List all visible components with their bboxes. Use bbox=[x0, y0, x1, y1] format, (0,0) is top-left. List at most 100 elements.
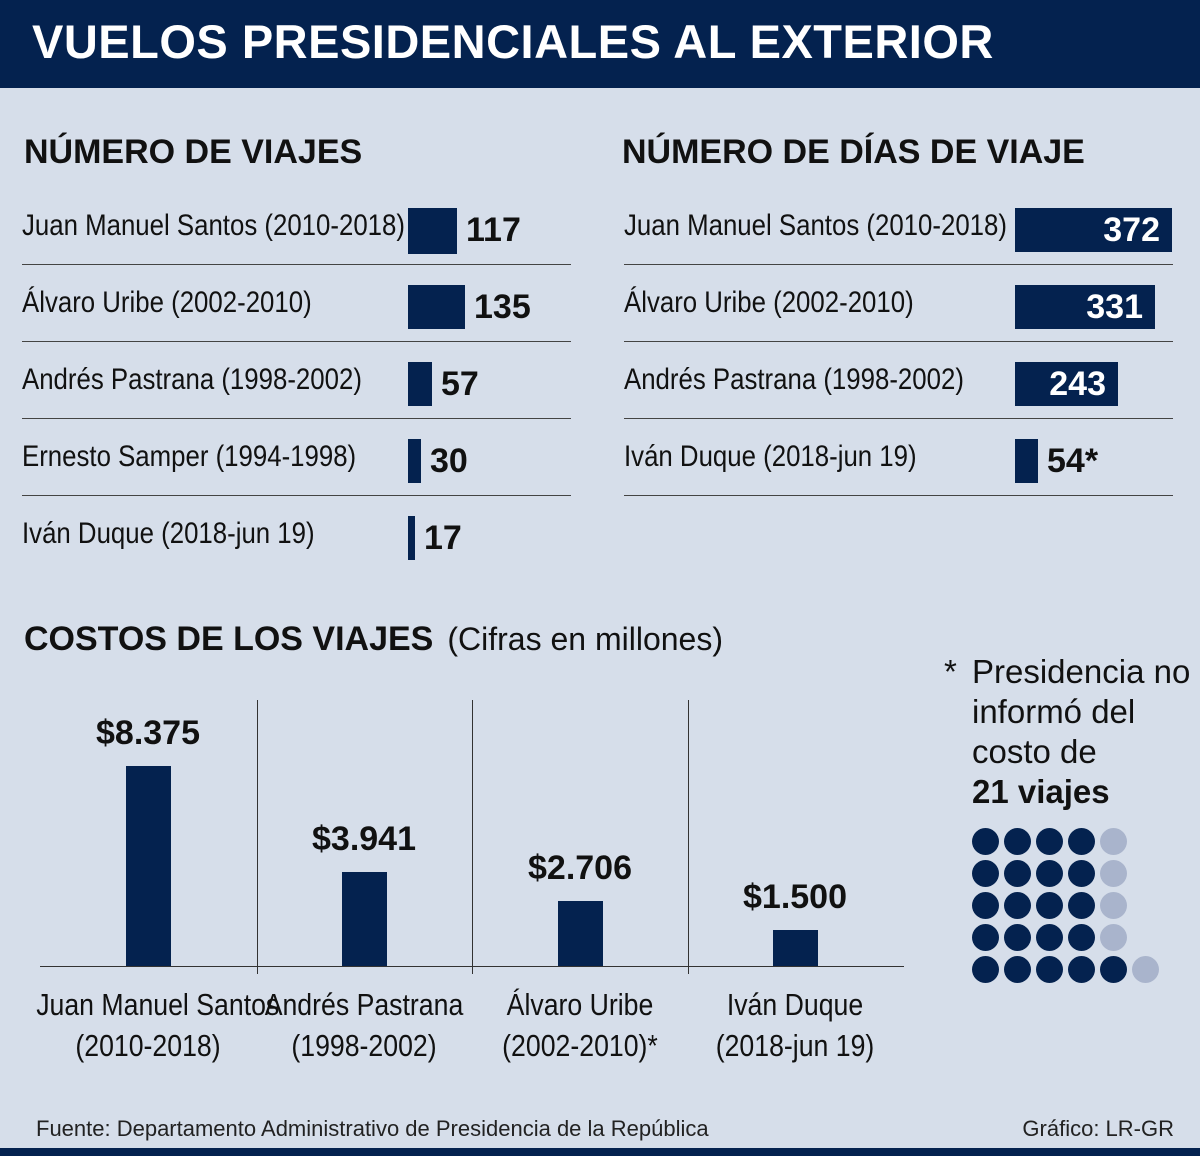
bar-value: 372 bbox=[1103, 211, 1160, 249]
chart-title-costs-main: COSTOS DE LOS VIAJES bbox=[24, 620, 434, 658]
category-label-line: Álvaro Uribe bbox=[506, 987, 654, 1022]
category-label-line: (1998-2002) bbox=[291, 1028, 437, 1063]
category-label: Álvaro Uribe (2002-2010)* bbox=[468, 984, 692, 1066]
category-label-line: (2010-2018) bbox=[75, 1028, 221, 1063]
bar bbox=[408, 516, 415, 560]
filled-dot bbox=[972, 956, 999, 983]
column-divider bbox=[472, 700, 473, 974]
bar-value: 135 bbox=[474, 288, 531, 326]
footnote-body: Presidencia no informó del costo de bbox=[972, 653, 1191, 770]
filled-dot bbox=[1004, 860, 1031, 887]
filled-dot bbox=[972, 828, 999, 855]
empty-dot bbox=[1132, 956, 1159, 983]
column-divider bbox=[257, 700, 258, 974]
category-label-line: Iván Duque bbox=[726, 987, 864, 1022]
row-divider bbox=[22, 418, 571, 419]
bar-label: Álvaro Uribe (2002-2010) bbox=[22, 286, 312, 319]
bar-value: 17 bbox=[424, 519, 462, 557]
bar bbox=[1015, 285, 1155, 329]
bar bbox=[408, 285, 465, 329]
filled-dot bbox=[972, 892, 999, 919]
bar-value: $3.941 bbox=[312, 820, 416, 858]
filled-dot bbox=[1068, 956, 1095, 983]
credit-note: Gráfico: LR-GR bbox=[1022, 1116, 1174, 1141]
filled-dot bbox=[1036, 956, 1063, 983]
filled-dot bbox=[972, 924, 999, 951]
filled-dot bbox=[1036, 828, 1063, 855]
chart-title-trips: NÚMERO DE VIAJES bbox=[24, 133, 363, 171]
row-divider bbox=[22, 495, 571, 496]
row-divider bbox=[22, 341, 571, 342]
bar-label: Juan Manuel Santos (2010-2018) bbox=[624, 209, 1007, 242]
row-divider bbox=[624, 264, 1173, 265]
bar-value: 243 bbox=[1049, 365, 1106, 403]
empty-dot bbox=[1100, 924, 1127, 951]
row-divider bbox=[624, 341, 1173, 342]
chart-title-costs: COSTOS DE LOS VIAJES (Cifras en millones) bbox=[24, 620, 723, 659]
bar bbox=[125, 766, 171, 966]
bar-label: Álvaro Uribe (2002-2010) bbox=[624, 286, 914, 319]
bar-value: $1.500 bbox=[743, 878, 847, 916]
bar-label: Iván Duque (2018-jun 19) bbox=[624, 440, 917, 473]
source-note: Fuente: Departamento Administrativo de P… bbox=[36, 1116, 709, 1141]
bar bbox=[341, 872, 387, 966]
category-label-line: (2002-2010)* bbox=[502, 1028, 658, 1063]
bar-value: 117 bbox=[466, 211, 521, 249]
filled-dot bbox=[1004, 828, 1031, 855]
filled-dot bbox=[1004, 924, 1031, 951]
empty-dot bbox=[1100, 828, 1127, 855]
footnote-count: 21 viajes bbox=[972, 773, 1110, 810]
bar-label: Iván Duque (2018-jun 19) bbox=[22, 517, 315, 550]
bar bbox=[1015, 439, 1038, 483]
filled-dot bbox=[1068, 828, 1095, 855]
filled-dot bbox=[1004, 956, 1031, 983]
empty-dot bbox=[1100, 860, 1127, 887]
bar-label: Ernesto Samper (1994-1998) bbox=[22, 440, 357, 473]
filled-dot bbox=[1036, 860, 1063, 887]
chart-title-days: NÚMERO DE DÍAS DE VIAJE bbox=[622, 133, 1085, 171]
bar-label: Juan Manuel Santos (2010-2018) bbox=[22, 209, 405, 242]
bar-value: 331 bbox=[1086, 288, 1143, 326]
footnote-text: Presidencia no informó del costo de 21 v… bbox=[972, 652, 1200, 812]
bar bbox=[772, 930, 818, 966]
category-label-line: Andrés Pastrana bbox=[264, 987, 464, 1022]
bar-value: $2.706 bbox=[528, 849, 632, 887]
filled-dot bbox=[1068, 860, 1095, 887]
category-label-line: (2018-jun 19) bbox=[715, 1028, 875, 1063]
column-divider bbox=[688, 700, 689, 974]
dot-matrix bbox=[972, 828, 1162, 988]
filled-dot bbox=[1068, 892, 1095, 919]
empty-dot bbox=[1100, 892, 1127, 919]
filled-dot bbox=[1036, 892, 1063, 919]
trips-bar-chart: Juan Manuel Santos (2010-2018) 117 Álvaro … bbox=[22, 208, 571, 560]
category-label-line: Juan Manuel Santos bbox=[36, 987, 280, 1022]
row-divider bbox=[624, 418, 1173, 419]
bar bbox=[408, 362, 432, 406]
row-divider bbox=[624, 495, 1173, 496]
bar-label: Andrés Pastrana (1998-2002) bbox=[22, 363, 362, 396]
bar bbox=[1015, 362, 1118, 406]
filled-dot bbox=[972, 860, 999, 887]
bar bbox=[408, 439, 421, 483]
chart-subtitle-costs: (Cifras en millones) bbox=[447, 621, 723, 657]
bar-value: 30 bbox=[430, 442, 468, 480]
header-band: VUELOS PRESIDENCIALES AL EXTERIOR bbox=[0, 0, 1200, 88]
bottom-band bbox=[0, 1148, 1200, 1156]
bar-value: 54* bbox=[1047, 442, 1099, 480]
bar-value: $8.375 bbox=[96, 714, 200, 752]
filled-dot bbox=[1036, 924, 1063, 951]
page-title: VUELOS PRESIDENCIALES AL EXTERIOR bbox=[32, 15, 994, 68]
bar bbox=[557, 901, 603, 966]
category-label: Andrés Pastrana (1998-2002) bbox=[252, 984, 476, 1066]
category-label: Juan Manuel Santos (2010-2018) bbox=[36, 984, 280, 1066]
bar bbox=[408, 208, 457, 254]
row-divider bbox=[22, 264, 571, 265]
bar bbox=[1015, 208, 1172, 252]
filled-dot bbox=[1068, 924, 1095, 951]
filled-dot bbox=[1004, 892, 1031, 919]
bar-value: 57 bbox=[441, 365, 479, 403]
category-label: Iván Duque (2018-jun 19) bbox=[683, 984, 907, 1066]
footnote-asterisk: * bbox=[944, 653, 957, 690]
bar-label: Andrés Pastrana (1998-2002) bbox=[624, 363, 964, 396]
days-bar-chart: Juan Manuel Santos (2010-2018) 372 Álvaro … bbox=[624, 208, 1173, 496]
